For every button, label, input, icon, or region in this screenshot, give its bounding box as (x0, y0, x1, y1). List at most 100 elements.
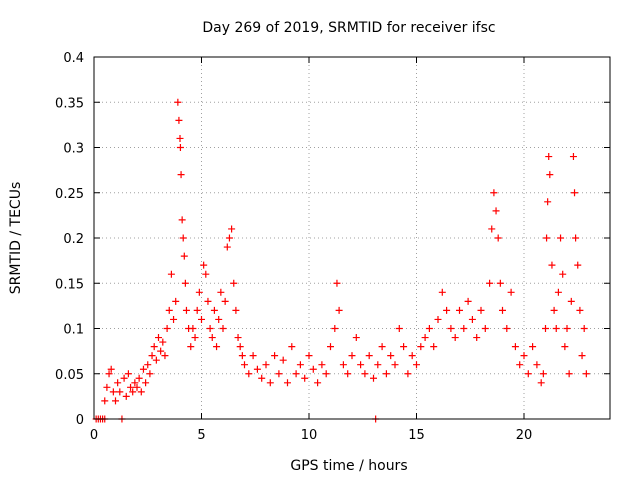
data-point (400, 343, 408, 351)
data-point (234, 334, 242, 342)
data-point (425, 325, 433, 332)
data-point (180, 252, 188, 260)
data-point (271, 352, 279, 360)
data-point (378, 343, 386, 351)
data-point (202, 270, 210, 278)
x-tick-label: 20 (516, 428, 533, 443)
data-point (206, 325, 214, 332)
data-point (333, 279, 341, 287)
data-point (275, 370, 283, 378)
data-point (545, 153, 553, 161)
data-point (284, 379, 291, 387)
y-tick-label: 0 (76, 413, 84, 428)
data-point (481, 325, 489, 332)
data-point (438, 288, 446, 296)
data-point (524, 370, 532, 378)
data-point (146, 370, 154, 378)
x-tick-label: 15 (408, 428, 425, 443)
data-point (148, 352, 156, 360)
data-point (172, 297, 180, 305)
data-point (468, 315, 476, 323)
data-point (157, 347, 165, 355)
data-point (539, 370, 547, 378)
data-point (279, 356, 287, 364)
data-point (507, 288, 515, 296)
data-point (200, 261, 208, 269)
data-point (301, 374, 309, 382)
data-point (552, 325, 560, 332)
data-point (352, 334, 360, 342)
data-point (464, 297, 472, 305)
data-point (499, 306, 506, 314)
data-point (460, 325, 468, 332)
data-point (537, 379, 545, 387)
data-point (189, 325, 197, 332)
data-point (288, 343, 296, 351)
y-tick-label: 0.25 (55, 187, 84, 202)
y-tick-label: 0.15 (55, 277, 84, 292)
data-point (142, 379, 150, 387)
data-point (187, 343, 195, 351)
data-point (198, 315, 205, 323)
data-point (571, 189, 579, 197)
data-point (228, 225, 236, 233)
data-point (391, 361, 399, 369)
data-point (374, 361, 382, 369)
data-point (548, 261, 556, 269)
data-point (529, 343, 537, 351)
data-point (305, 352, 313, 360)
data-point (163, 325, 171, 332)
data-point (496, 279, 504, 287)
data-point (365, 352, 373, 360)
data-point (314, 379, 322, 387)
data-point (339, 361, 347, 369)
data-point (133, 383, 141, 391)
data-point (195, 288, 203, 296)
data-point (112, 397, 119, 405)
data-point (176, 134, 184, 142)
data-point (382, 370, 390, 378)
data-point (544, 198, 552, 206)
data-point (152, 356, 160, 364)
data-point (511, 343, 519, 351)
x-axis-ticks: 0 5 10 15 20 (90, 57, 532, 443)
data-point (520, 352, 528, 360)
x-axis-label: GPS time / hours (290, 458, 407, 474)
y-axis-ticks: 0 0.05 0.1 0.15 0.2 0.25 0.3 0.35 0.4 (55, 51, 610, 428)
y-tick-label: 0.1 (63, 323, 84, 338)
data-point (309, 365, 317, 373)
data-point (109, 388, 117, 396)
data-point (563, 325, 571, 332)
data-point (490, 189, 498, 197)
data-point (120, 374, 128, 382)
data-point (565, 370, 573, 378)
y-tick-label: 0.3 (63, 142, 84, 157)
data-point (253, 365, 261, 373)
chart-title: Day 269 of 2019, SRMTID for receiver ifs… (202, 20, 495, 36)
data-point (550, 306, 558, 314)
plot-frame (93, 56, 611, 420)
data-point (167, 270, 175, 278)
data-point (204, 297, 212, 305)
data-point (477, 306, 485, 314)
data-point (331, 325, 339, 332)
data-point (296, 361, 304, 369)
data-point (580, 325, 588, 332)
data-point (578, 352, 586, 360)
data-point (170, 315, 178, 323)
y-tick-label: 0.2 (63, 232, 84, 247)
data-point (230, 279, 238, 287)
data-point (114, 379, 122, 387)
data-point (292, 370, 300, 378)
data-point (101, 397, 109, 405)
data-point (215, 315, 223, 323)
data-point (404, 370, 412, 378)
data-point (417, 343, 425, 351)
data-point (421, 334, 429, 342)
data-point (232, 306, 240, 314)
data-point (335, 306, 343, 314)
data-point (370, 374, 377, 382)
y-tick-label: 0.05 (55, 368, 84, 383)
data-point (567, 297, 575, 305)
grid-lines (94, 57, 610, 419)
